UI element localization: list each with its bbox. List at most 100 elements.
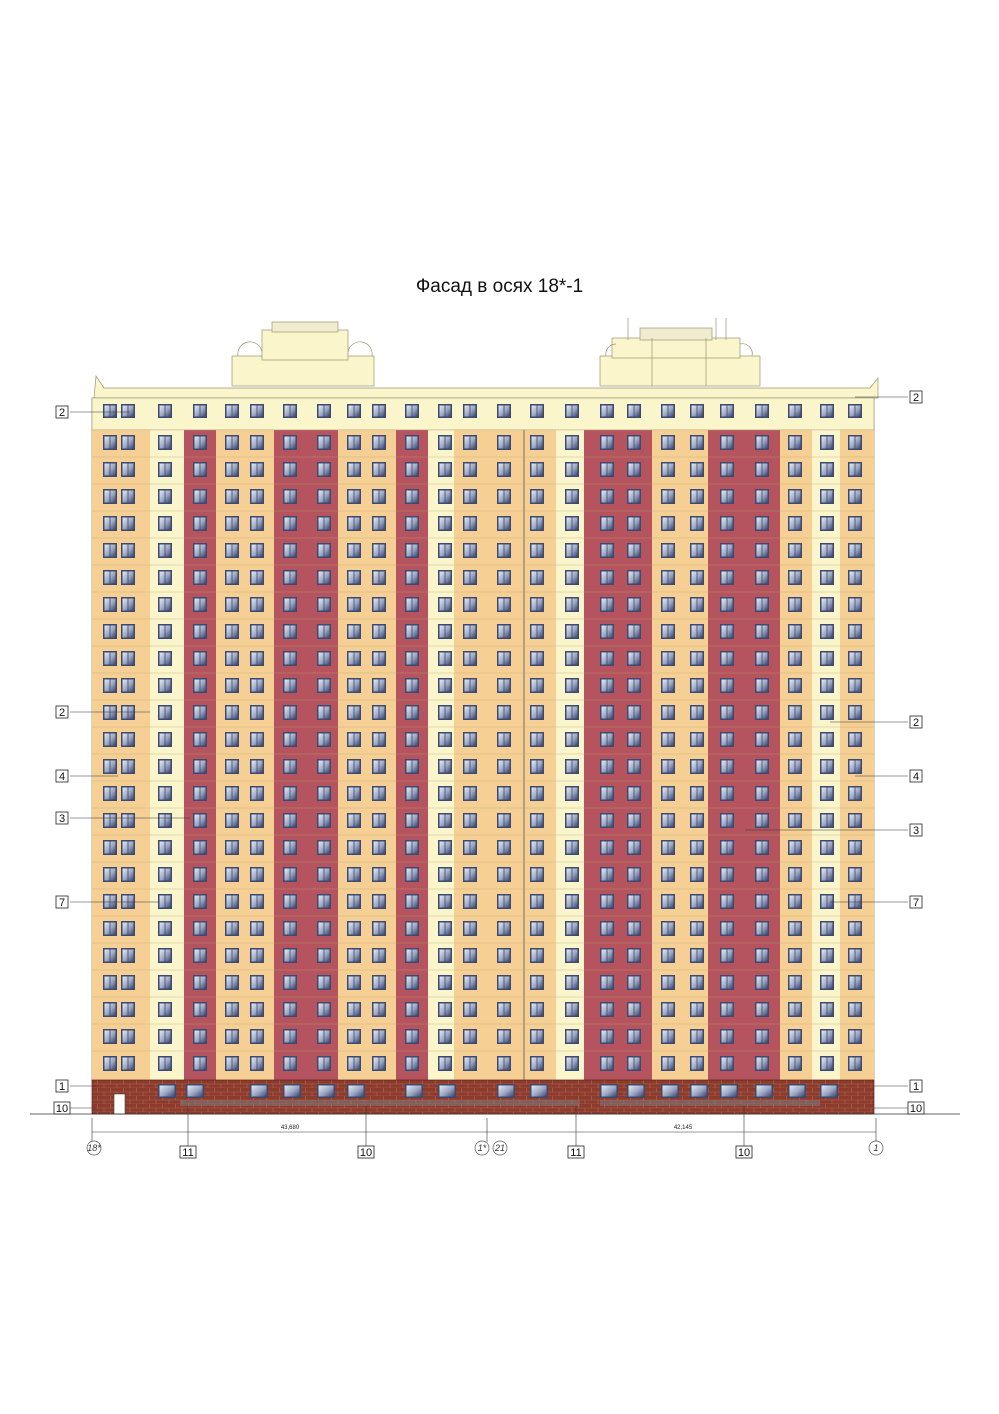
window bbox=[755, 759, 769, 774]
window bbox=[820, 840, 834, 855]
svg-text:1: 1 bbox=[59, 1081, 65, 1093]
window bbox=[158, 489, 172, 504]
window bbox=[121, 678, 135, 693]
window bbox=[250, 813, 264, 828]
window bbox=[848, 867, 862, 882]
window bbox=[690, 678, 704, 693]
window bbox=[283, 813, 297, 828]
window bbox=[121, 1029, 135, 1044]
window bbox=[347, 651, 361, 666]
window bbox=[317, 975, 331, 990]
window bbox=[463, 1029, 477, 1044]
window bbox=[158, 705, 172, 720]
callouts: 2 2 4 3 7 1 10 2 2 4 3 7 1 10 11 10 11 10 bbox=[53, 390, 925, 1159]
window bbox=[755, 404, 769, 418]
window bbox=[347, 404, 361, 418]
window bbox=[405, 570, 419, 585]
window bbox=[788, 894, 802, 909]
window bbox=[627, 894, 641, 909]
window bbox=[463, 435, 477, 450]
window bbox=[225, 624, 239, 639]
window bbox=[225, 570, 239, 585]
callout-right-4: 4 bbox=[855, 769, 923, 783]
svg-text:7: 7 bbox=[913, 897, 919, 909]
window bbox=[463, 786, 477, 801]
window bbox=[193, 489, 207, 504]
window bbox=[372, 840, 386, 855]
window bbox=[661, 867, 675, 882]
window bbox=[755, 813, 769, 828]
window bbox=[158, 948, 172, 963]
window bbox=[661, 543, 675, 558]
window bbox=[250, 732, 264, 747]
callout-right-2: 2 bbox=[855, 390, 923, 404]
window bbox=[755, 597, 769, 612]
window bbox=[848, 597, 862, 612]
window bbox=[820, 732, 834, 747]
window bbox=[438, 894, 452, 909]
window bbox=[158, 678, 172, 693]
window bbox=[317, 570, 331, 585]
window bbox=[788, 840, 802, 855]
window bbox=[121, 1056, 135, 1071]
window bbox=[193, 1029, 207, 1044]
window bbox=[438, 786, 452, 801]
window bbox=[463, 651, 477, 666]
svg-text:2: 2 bbox=[913, 392, 919, 404]
window bbox=[121, 867, 135, 882]
window bbox=[347, 759, 361, 774]
window bbox=[372, 462, 386, 477]
window bbox=[755, 1056, 769, 1071]
window bbox=[438, 921, 452, 936]
window bbox=[438, 597, 452, 612]
window bbox=[565, 462, 579, 477]
window bbox=[283, 543, 297, 558]
window bbox=[788, 732, 802, 747]
window bbox=[690, 1002, 704, 1017]
facade-band bbox=[92, 430, 150, 1080]
window bbox=[438, 404, 452, 418]
window bbox=[661, 948, 675, 963]
window bbox=[250, 786, 264, 801]
window bbox=[661, 1056, 675, 1071]
window bbox=[121, 786, 135, 801]
window bbox=[372, 894, 386, 909]
window bbox=[627, 543, 641, 558]
window bbox=[848, 651, 862, 666]
window bbox=[283, 404, 297, 418]
window bbox=[565, 813, 579, 828]
window bbox=[497, 489, 511, 504]
window bbox=[530, 732, 544, 747]
svg-text:1: 1 bbox=[913, 1081, 919, 1093]
window bbox=[788, 759, 802, 774]
window bbox=[627, 651, 641, 666]
window bbox=[627, 570, 641, 585]
window bbox=[627, 705, 641, 720]
window bbox=[530, 435, 544, 450]
window bbox=[193, 894, 207, 909]
window bbox=[600, 1029, 614, 1044]
window bbox=[103, 678, 117, 693]
window bbox=[463, 867, 477, 882]
window bbox=[347, 435, 361, 450]
window bbox=[600, 894, 614, 909]
window bbox=[317, 1029, 331, 1044]
window bbox=[600, 813, 614, 828]
window bbox=[497, 1029, 511, 1044]
storefront-window bbox=[250, 1084, 268, 1098]
window bbox=[405, 651, 419, 666]
window bbox=[463, 404, 477, 418]
window bbox=[720, 1056, 734, 1071]
window bbox=[848, 435, 862, 450]
window bbox=[438, 1002, 452, 1017]
facade-band bbox=[338, 430, 396, 1080]
window bbox=[317, 921, 331, 936]
window bbox=[283, 1056, 297, 1071]
window bbox=[661, 732, 675, 747]
window bbox=[225, 813, 239, 828]
window bbox=[225, 975, 239, 990]
window bbox=[103, 948, 117, 963]
window bbox=[627, 975, 641, 990]
window bbox=[497, 975, 511, 990]
svg-text:3: 3 bbox=[913, 825, 919, 837]
